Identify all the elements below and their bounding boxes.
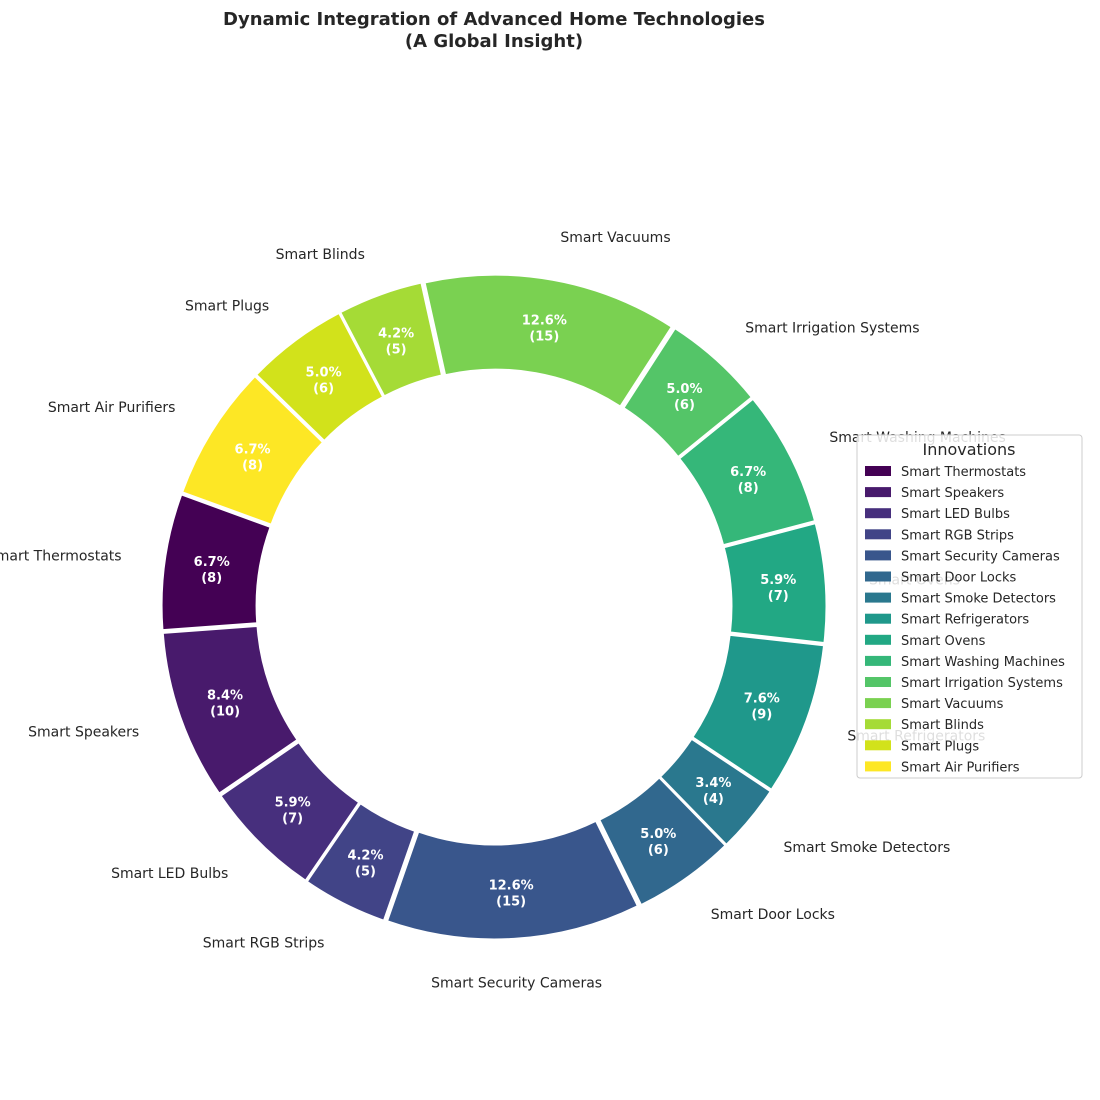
legend-title: Innovations [922, 440, 1015, 459]
legend-label-smart-rgb-strips: Smart RGB Strips [901, 528, 1014, 543]
pct-label-smart-irrigation-systems: 5.0% [666, 382, 702, 397]
pct-label-smart-smoke-detectors: 3.4% [695, 776, 731, 791]
label-smart-air-purifiers: Smart Air Purifiers [48, 400, 176, 416]
label-smart-led-bulbs: Smart LED Bulbs [111, 866, 228, 882]
value-label-smart-security-cameras: (15) [496, 894, 526, 909]
legend-swatch-smart-air-purifiers [865, 761, 891, 771]
chart-title: Dynamic Integration of Advanced Home Tec… [223, 9, 765, 30]
legend-label-smart-vacuums: Smart Vacuums [901, 697, 1004, 712]
legend-swatch-smart-security-cameras [865, 550, 891, 560]
value-label-smart-vacuums: (15) [529, 329, 559, 344]
legend-swatch-smart-washing-machines [865, 656, 891, 666]
label-smart-plugs: Smart Plugs [185, 299, 269, 315]
label-smart-vacuums: Smart Vacuums [560, 230, 670, 246]
legend-swatch-smart-irrigation-systems [865, 677, 891, 687]
legend-label-smart-washing-machines: Smart Washing Machines [901, 655, 1065, 670]
pct-label-smart-air-purifiers: 6.7% [235, 443, 271, 458]
label-smart-smoke-detectors: Smart Smoke Detectors [783, 840, 950, 856]
legend-label-smart-door-locks: Smart Door Locks [901, 571, 1016, 586]
chart-subtitle: (A Global Insight) [405, 31, 583, 52]
value-label-smart-led-bulbs: (7) [282, 812, 303, 827]
legend-swatch-smart-ovens [865, 635, 891, 645]
legend-label-smart-refrigerators: Smart Refrigerators [901, 613, 1029, 628]
label-smart-rgb-strips: Smart RGB Strips [203, 936, 325, 952]
legend-label-smart-speakers: Smart Speakers [901, 486, 1004, 501]
pct-label-smart-plugs: 5.0% [306, 366, 342, 381]
legend-label-smart-irrigation-systems: Smart Irrigation Systems [901, 676, 1063, 691]
legend-swatch-smart-blinds [865, 719, 891, 729]
legend-label-smart-thermostats: Smart Thermostats [901, 465, 1026, 480]
value-label-smart-smoke-detectors: (4) [703, 792, 724, 807]
legend-label-smart-air-purifiers: Smart Air Purifiers [901, 760, 1020, 775]
label-smart-thermostats: Smart Thermostats [0, 548, 122, 564]
legend-swatch-smart-rgb-strips [865, 529, 891, 539]
value-label-smart-door-locks: (6) [648, 843, 669, 858]
legend-swatch-smart-speakers [865, 487, 891, 497]
value-label-smart-blinds: (5) [386, 342, 407, 357]
value-label-smart-irrigation-systems: (6) [674, 398, 695, 413]
value-label-smart-washing-machines: (8) [738, 481, 759, 496]
pct-label-smart-refrigerators: 7.6% [744, 691, 780, 706]
legend-swatch-smart-thermostats [865, 466, 891, 476]
value-label-smart-refrigerators: (9) [751, 707, 772, 722]
legend-label-smart-ovens: Smart Ovens [901, 634, 986, 649]
value-label-smart-ovens: (7) [768, 589, 789, 604]
value-label-smart-plugs: (6) [313, 382, 334, 397]
pct-label-smart-blinds: 4.2% [378, 326, 414, 341]
legend-swatch-smart-refrigerators [865, 614, 891, 624]
pct-label-smart-thermostats: 6.7% [194, 555, 230, 570]
label-smart-irrigation-systems: Smart Irrigation Systems [745, 320, 919, 336]
legend-label-smart-plugs: Smart Plugs [901, 739, 979, 754]
value-label-smart-thermostats: (8) [201, 571, 222, 586]
legend-label-smart-smoke-detectors: Smart Smoke Detectors [901, 592, 1056, 607]
value-label-smart-speakers: (10) [210, 704, 240, 719]
pct-label-smart-door-locks: 5.0% [640, 827, 676, 842]
label-smart-speakers: Smart Speakers [28, 724, 139, 740]
legend-swatch-smart-led-bulbs [865, 508, 891, 518]
label-smart-blinds: Smart Blinds [276, 247, 365, 263]
pct-label-smart-washing-machines: 6.7% [730, 465, 766, 480]
value-label-smart-air-purifiers: (8) [242, 459, 263, 474]
pct-label-smart-security-cameras: 12.6% [489, 878, 534, 893]
legend-swatch-smart-door-locks [865, 572, 891, 582]
label-smart-door-locks: Smart Door Locks [711, 907, 835, 923]
legend-swatch-smart-plugs [865, 740, 891, 750]
pct-label-smart-speakers: 8.4% [207, 688, 243, 703]
pct-label-smart-vacuums: 12.6% [522, 313, 567, 328]
pct-label-smart-led-bulbs: 5.9% [275, 796, 311, 811]
label-smart-security-cameras: Smart Security Cameras [431, 975, 602, 991]
legend-label-smart-led-bulbs: Smart LED Bulbs [901, 507, 1010, 522]
legend-swatch-smart-smoke-detectors [865, 593, 891, 603]
legend-label-smart-security-cameras: Smart Security Cameras [901, 549, 1060, 564]
legend-swatch-smart-vacuums [865, 698, 891, 708]
pct-label-smart-ovens: 5.9% [760, 573, 796, 588]
pie-slices [162, 275, 826, 939]
value-label-smart-rgb-strips: (5) [355, 864, 376, 879]
pct-label-smart-rgb-strips: 4.2% [347, 848, 383, 863]
legend: Innovations Smart Thermostats Smart Speak… [857, 435, 1082, 778]
legend-label-smart-blinds: Smart Blinds [901, 718, 984, 733]
